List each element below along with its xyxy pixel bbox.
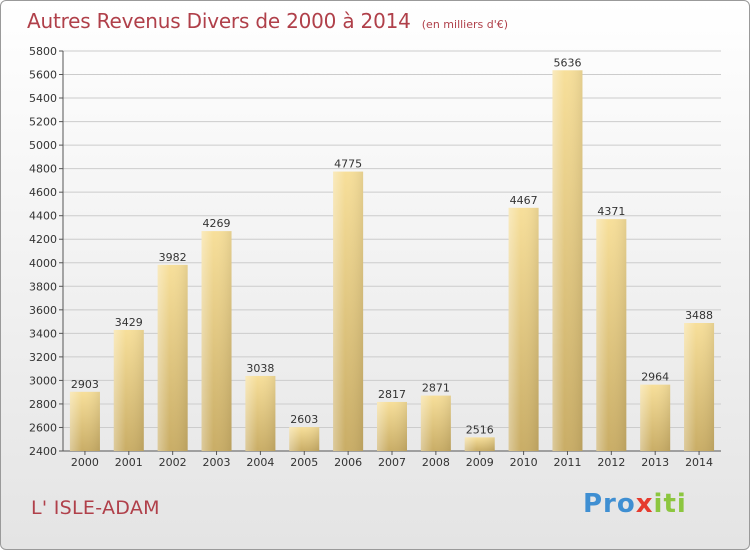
bar-shading xyxy=(596,219,627,451)
y-tick-label: 4000 xyxy=(29,257,57,270)
x-tick-label: 2013 xyxy=(641,456,669,469)
data-label: 5636 xyxy=(553,56,581,69)
data-label: 2817 xyxy=(378,388,406,401)
place-name: L' ISLE-ADAM xyxy=(31,497,160,519)
bar-shading xyxy=(69,391,100,451)
chart-title-main: Autres Revenus Divers de 2000 à 2014 xyxy=(27,9,411,33)
data-label: 3982 xyxy=(159,251,187,264)
x-tick-label: 2012 xyxy=(597,456,625,469)
x-tick-label: 2014 xyxy=(685,456,713,469)
bar-shading xyxy=(508,207,539,451)
y-tick-label: 3400 xyxy=(29,327,57,340)
proxiti-logo: Proxiti xyxy=(583,489,687,519)
data-label: 2603 xyxy=(290,413,318,426)
y-tick-label: 4400 xyxy=(29,210,57,223)
data-label: 4467 xyxy=(510,194,538,207)
bar-shading xyxy=(157,264,188,451)
logo-part-2: x xyxy=(635,489,654,519)
data-label: 4371 xyxy=(597,205,625,218)
x-tick-label: 2004 xyxy=(246,456,274,469)
x-tick-label: 2005 xyxy=(290,456,318,469)
y-tick-label: 5800 xyxy=(29,45,57,58)
logo-part-3: iti xyxy=(653,489,687,519)
bar-shading xyxy=(113,329,144,451)
bar-shading xyxy=(464,437,495,451)
bar-shading xyxy=(333,171,364,451)
bar-shading xyxy=(552,70,583,451)
x-tick-label: 2006 xyxy=(334,456,362,469)
y-tick-label: 5400 xyxy=(29,92,57,105)
x-tick-label: 2010 xyxy=(510,456,538,469)
chart-title: Autres Revenus Divers de 2000 à 2014 (en… xyxy=(27,9,508,33)
y-tick-label: 4200 xyxy=(29,233,57,246)
bar-shading xyxy=(420,395,451,451)
data-label: 4775 xyxy=(334,158,362,171)
chart-title-unit: (en milliers d'€) xyxy=(421,18,509,31)
data-label: 2964 xyxy=(641,371,669,384)
bar-shading xyxy=(245,375,276,451)
y-tick-label: 3200 xyxy=(29,351,57,364)
y-tick-label: 2600 xyxy=(29,421,57,434)
bar-shading xyxy=(640,384,671,451)
data-label: 3488 xyxy=(685,309,713,322)
bar-shading xyxy=(377,401,407,451)
bar-shading xyxy=(684,323,715,451)
data-label: 2903 xyxy=(71,378,99,391)
y-tick-label: 3800 xyxy=(29,280,57,293)
y-tick-label: 4600 xyxy=(29,186,57,199)
x-tick-label: 2008 xyxy=(422,456,450,469)
data-label: 3429 xyxy=(115,316,143,329)
x-tick-label: 2011 xyxy=(553,456,581,469)
y-tick-label: 2400 xyxy=(29,445,57,458)
data-label: 4269 xyxy=(203,217,231,230)
data-label: 2516 xyxy=(466,423,494,436)
bar-shading xyxy=(289,427,320,451)
data-label: 2871 xyxy=(422,382,450,395)
data-label: 3038 xyxy=(246,362,274,375)
x-tick-label: 2000 xyxy=(71,456,99,469)
y-tick-label: 5600 xyxy=(29,69,57,82)
x-tick-label: 2002 xyxy=(159,456,187,469)
y-tick-label: 4800 xyxy=(29,163,57,176)
x-tick-label: 2003 xyxy=(203,456,231,469)
logo-part-1: Pro xyxy=(583,489,636,519)
y-tick-label: 3600 xyxy=(29,304,57,317)
x-tick-label: 2001 xyxy=(115,456,143,469)
bar-shading xyxy=(201,231,232,451)
x-tick-label: 2009 xyxy=(466,456,494,469)
y-tick-label: 5000 xyxy=(29,139,57,152)
y-tick-label: 5200 xyxy=(29,116,57,129)
x-tick-label: 2007 xyxy=(378,456,406,469)
y-tick-label: 3000 xyxy=(29,374,57,387)
y-tick-label: 2800 xyxy=(29,398,57,411)
